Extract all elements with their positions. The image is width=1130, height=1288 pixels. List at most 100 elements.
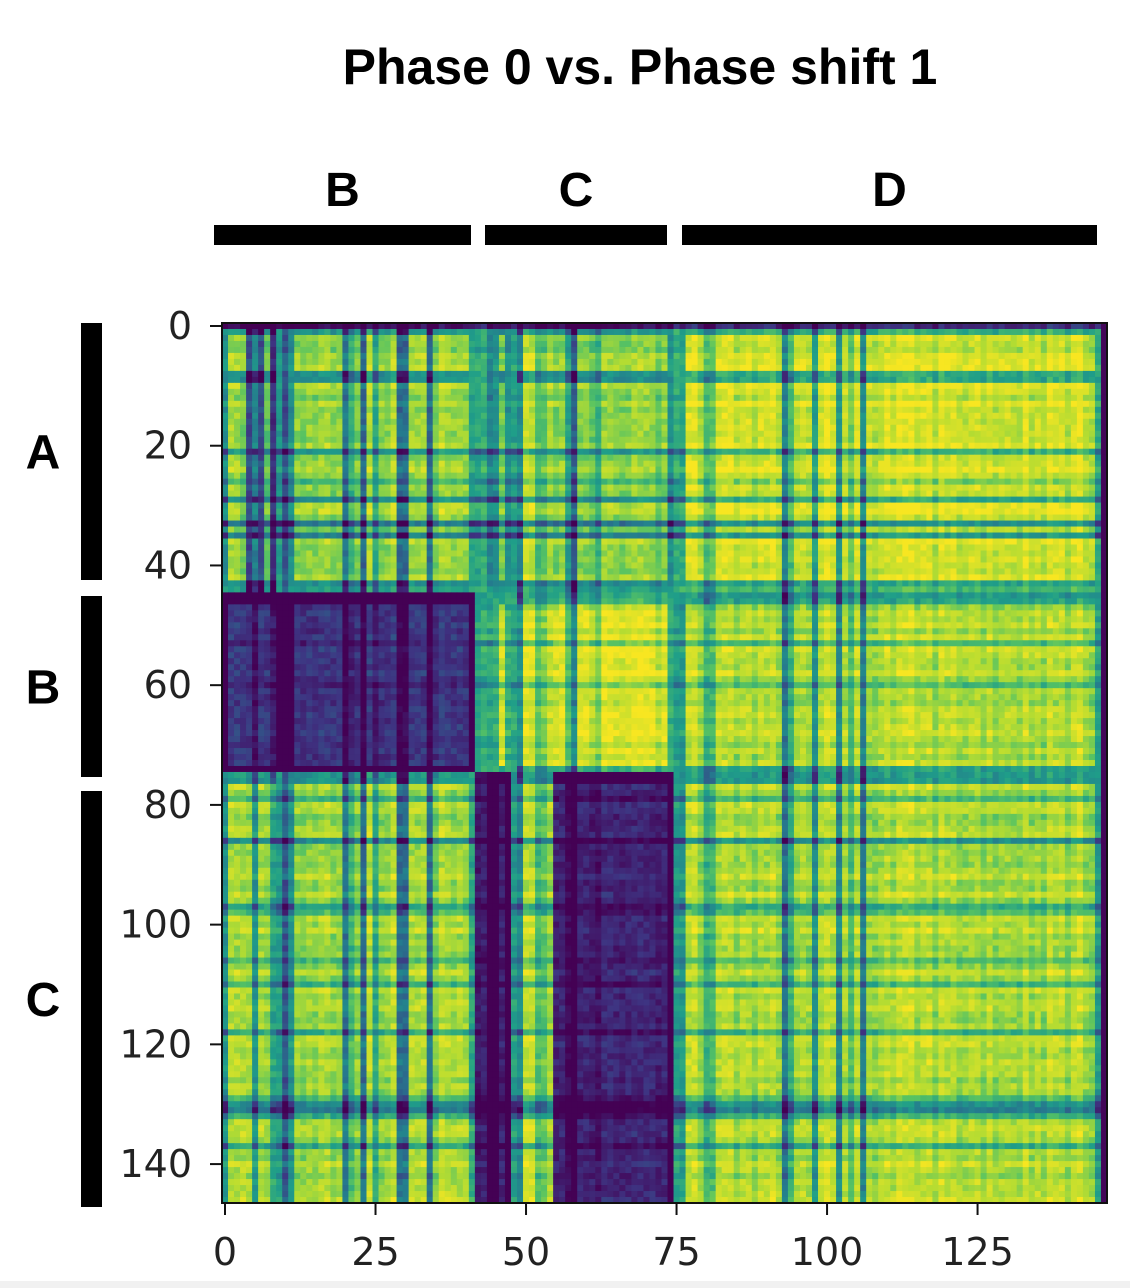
heatmap-cell — [860, 346, 867, 354]
heatmap-cell — [529, 448, 536, 456]
heatmap-cell — [950, 334, 957, 342]
heatmap-cell — [1052, 442, 1060, 450]
heatmap-cell — [384, 424, 392, 432]
heatmap-cell — [842, 430, 849, 438]
heatmap-cell — [396, 406, 404, 414]
heatmap-cell — [685, 370, 693, 378]
heatmap-cell — [799, 478, 807, 486]
heatmap-cell — [258, 334, 265, 342]
heatmap-cell — [1100, 400, 1108, 408]
heatmap-cell — [757, 358, 765, 366]
heatmap-cell — [805, 490, 813, 498]
heatmap-cell — [529, 394, 536, 402]
heatmap-cell — [727, 358, 735, 366]
heatmap-cell — [288, 508, 295, 516]
heatmap-cell — [1040, 484, 1048, 492]
heatmap-cell — [848, 364, 855, 372]
heatmap-cell — [914, 394, 921, 402]
heatmap-cell — [517, 352, 524, 360]
heatmap-cell — [824, 340, 831, 348]
heatmap-cell — [234, 436, 241, 444]
heatmap-cell — [781, 436, 789, 444]
heatmap-cell — [667, 496, 675, 504]
heatmap-cell — [1004, 394, 1012, 402]
heatmap-cell — [968, 490, 976, 498]
heatmap-cell — [950, 496, 957, 504]
heatmap-cell — [1010, 412, 1018, 420]
heatmap-cell — [222, 508, 229, 516]
heatmap-cell — [787, 436, 795, 444]
heatmap-cell — [974, 352, 982, 360]
heatmap-cell — [896, 376, 903, 384]
heatmap-cell — [264, 520, 271, 528]
heatmap-cell — [426, 478, 434, 486]
heatmap-cell — [390, 502, 398, 510]
heatmap-cell — [974, 520, 982, 528]
heatmap-cell — [824, 388, 831, 396]
heatmap-cell — [721, 484, 729, 492]
heatmap-cell — [504, 496, 512, 504]
heatmap-cell — [1070, 323, 1078, 330]
heatmap-cell — [583, 364, 590, 372]
heatmap-cell — [914, 442, 921, 450]
heatmap-cell — [252, 406, 259, 414]
heatmap-cell — [450, 334, 458, 342]
heatmap-cell — [342, 418, 349, 426]
heatmap-cell — [541, 394, 548, 402]
heatmap-cell — [751, 436, 759, 444]
heatmap-cell — [342, 484, 349, 492]
heatmap-cell — [492, 388, 500, 396]
heatmap-cell — [872, 496, 879, 504]
heatmap-cell — [474, 394, 482, 402]
heatmap-cell — [992, 520, 1000, 528]
heatmap-cell — [1016, 334, 1024, 342]
heatmap-cell — [336, 490, 343, 498]
heatmap-cell — [264, 442, 271, 450]
heatmap-cell — [1088, 394, 1096, 402]
heatmap-cell — [643, 323, 650, 330]
heatmap-cell — [444, 454, 452, 462]
heatmap-cell — [541, 382, 548, 390]
heatmap-cell — [721, 364, 729, 372]
heatmap-cell — [1088, 412, 1096, 420]
heatmap-cell — [468, 352, 476, 360]
heatmap-cell — [968, 436, 976, 444]
heatmap-cell — [595, 352, 602, 360]
heatmap-cell — [312, 430, 319, 438]
heatmap-cell — [264, 346, 271, 354]
heatmap-cell — [330, 448, 337, 456]
heatmap-cell — [812, 323, 819, 330]
heatmap-cell — [1088, 508, 1096, 516]
heatmap-cell — [950, 478, 957, 486]
heatmap-cell — [312, 496, 319, 504]
heatmap-cell — [950, 472, 957, 480]
heatmap-cell — [655, 442, 662, 450]
heatmap-cell — [252, 502, 259, 510]
heatmap-cell — [258, 436, 265, 444]
heatmap-cell — [1076, 430, 1084, 438]
heatmap-cell — [1064, 418, 1072, 426]
heatmap-cell — [426, 484, 434, 492]
heatmap-cell — [896, 442, 903, 450]
heatmap-cell — [968, 508, 976, 516]
heatmap-cell — [1088, 496, 1096, 504]
heatmap-cell — [962, 466, 970, 474]
heatmap-cell — [655, 328, 662, 336]
heatmap-cell — [962, 478, 970, 486]
heatmap-cell — [902, 460, 909, 468]
heatmap-cell — [745, 328, 753, 336]
heatmap-cell — [535, 454, 542, 462]
heatmap-cell — [342, 412, 349, 420]
heatmap-cell — [751, 352, 759, 360]
heatmap-cell — [288, 418, 295, 426]
heatmap-cell — [553, 334, 560, 342]
heatmap-cell — [378, 472, 386, 480]
heatmap-cell — [342, 364, 349, 372]
heatmap-cell — [396, 436, 404, 444]
heatmap-cell — [1058, 466, 1066, 474]
heatmap-cell — [745, 448, 753, 456]
heatmap-cell — [318, 382, 325, 390]
heatmap-cell — [366, 358, 374, 366]
heatmap-cell — [1100, 364, 1108, 372]
heatmap-cell — [866, 376, 873, 384]
